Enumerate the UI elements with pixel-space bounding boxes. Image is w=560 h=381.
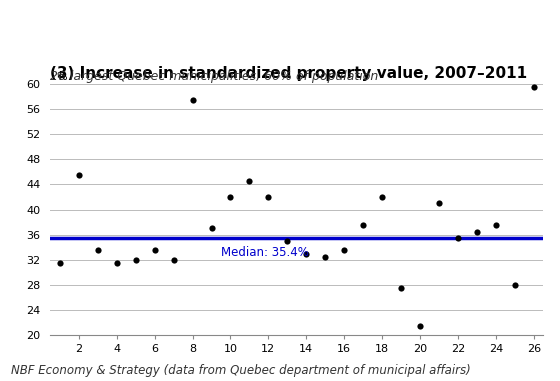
Point [435, 200, 444, 206]
Point [207, 225, 216, 231]
Point [131, 257, 140, 263]
Point [510, 282, 519, 288]
Point [245, 178, 254, 184]
Point [340, 247, 349, 253]
Point [529, 84, 538, 90]
Point [188, 96, 197, 102]
Point [473, 229, 482, 235]
Point [94, 247, 102, 253]
Point [377, 194, 386, 200]
Point [74, 172, 83, 178]
Point [226, 194, 235, 200]
Text: Median: 35.4%: Median: 35.4% [221, 246, 309, 259]
Point [454, 235, 463, 241]
Point [491, 222, 500, 228]
Point [396, 285, 405, 291]
Point [150, 247, 159, 253]
Point [358, 222, 367, 228]
Text: NBF Economy & Strategy (data from Quebec department of municipal affairs): NBF Economy & Strategy (data from Quebec… [11, 364, 471, 377]
Point [302, 251, 311, 257]
Point [55, 260, 64, 266]
Point [283, 238, 292, 244]
Point [416, 323, 424, 329]
Point [264, 194, 273, 200]
Point [321, 254, 330, 260]
Text: (3) Increase in standardized property value, 2007–2011: (3) Increase in standardized property va… [50, 66, 528, 81]
Point [112, 260, 121, 266]
Point [169, 257, 178, 263]
Text: %: % [56, 72, 67, 82]
Text: 26 largest Quebec municipalities, 60% of population: 26 largest Quebec municipalities, 60% of… [50, 70, 379, 83]
